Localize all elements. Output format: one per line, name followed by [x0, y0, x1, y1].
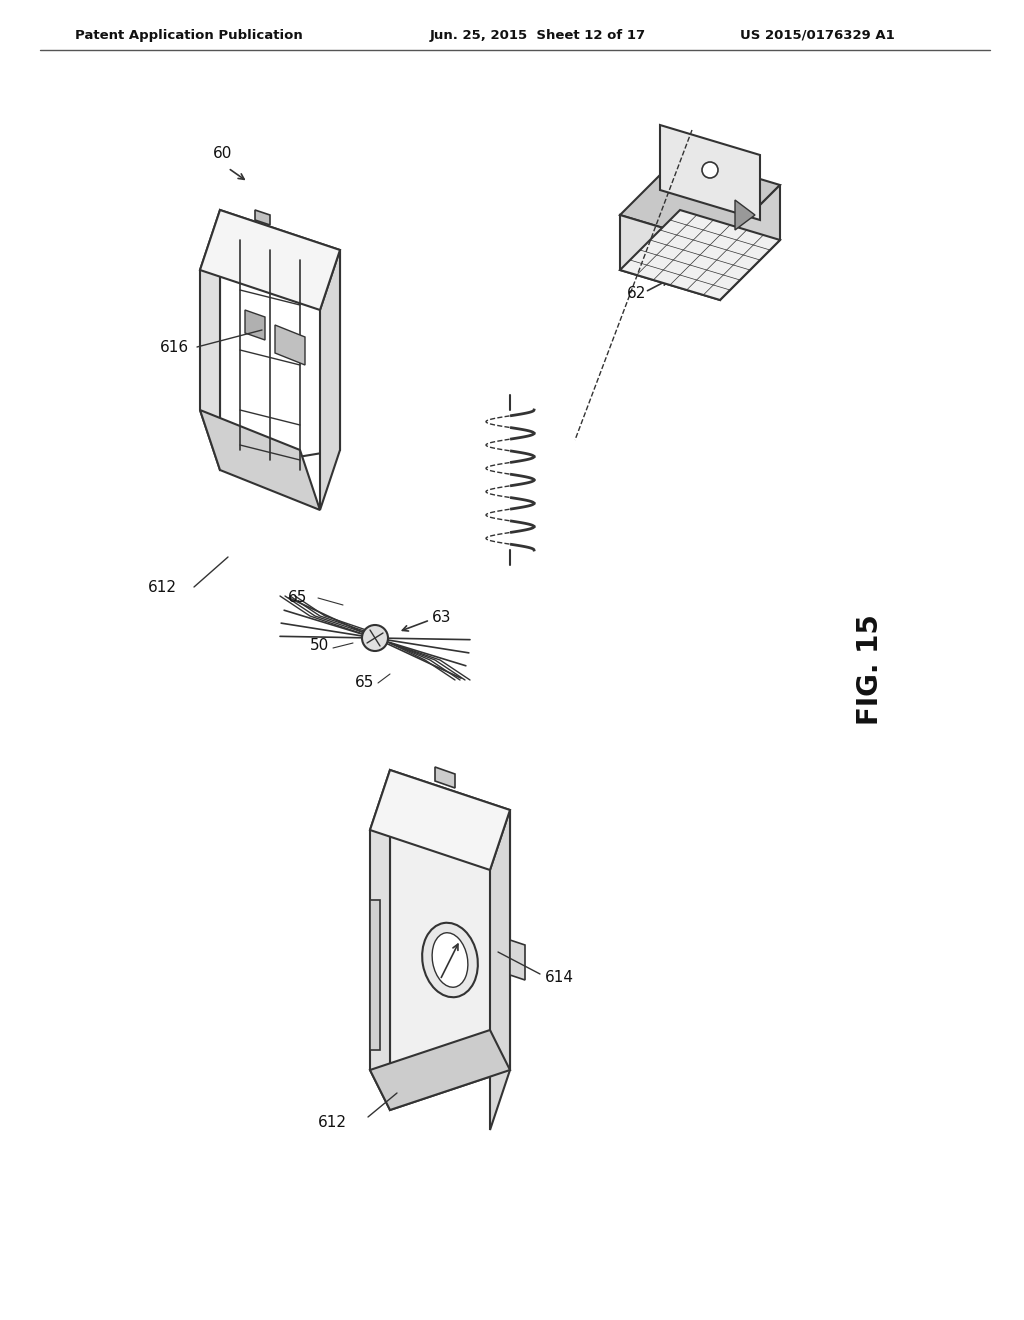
- Text: 612: 612: [148, 579, 177, 595]
- Polygon shape: [370, 770, 390, 1110]
- Circle shape: [362, 624, 388, 651]
- Text: 63: 63: [432, 610, 452, 624]
- Text: Patent Application Publication: Patent Application Publication: [75, 29, 303, 41]
- Polygon shape: [620, 215, 720, 300]
- Polygon shape: [510, 940, 525, 979]
- Polygon shape: [275, 325, 305, 366]
- Ellipse shape: [422, 923, 478, 997]
- Polygon shape: [435, 767, 455, 788]
- Text: 614: 614: [545, 970, 574, 985]
- Polygon shape: [220, 210, 340, 470]
- Polygon shape: [255, 210, 270, 224]
- Polygon shape: [660, 125, 760, 220]
- Text: 612: 612: [318, 1115, 347, 1130]
- Polygon shape: [735, 201, 755, 230]
- Polygon shape: [620, 210, 780, 300]
- Text: 62: 62: [627, 286, 646, 301]
- Text: 616: 616: [160, 341, 189, 355]
- Ellipse shape: [432, 933, 468, 987]
- Polygon shape: [490, 810, 510, 1130]
- Text: 60: 60: [213, 147, 232, 161]
- Polygon shape: [370, 900, 380, 1049]
- Polygon shape: [245, 310, 265, 341]
- Polygon shape: [200, 411, 319, 510]
- Polygon shape: [620, 154, 780, 246]
- Polygon shape: [200, 210, 220, 470]
- Text: US 2015/0176329 A1: US 2015/0176329 A1: [740, 29, 895, 41]
- Polygon shape: [370, 1030, 510, 1110]
- Text: 50: 50: [310, 638, 330, 653]
- Polygon shape: [720, 185, 780, 300]
- Text: Jun. 25, 2015  Sheet 12 of 17: Jun. 25, 2015 Sheet 12 of 17: [430, 29, 646, 41]
- Polygon shape: [200, 210, 340, 310]
- Text: 65: 65: [355, 675, 375, 690]
- Polygon shape: [319, 249, 340, 510]
- Polygon shape: [390, 770, 510, 1110]
- Circle shape: [702, 162, 718, 178]
- Polygon shape: [370, 770, 510, 870]
- Text: 65: 65: [288, 590, 307, 605]
- Text: FIG. 15: FIG. 15: [856, 615, 884, 726]
